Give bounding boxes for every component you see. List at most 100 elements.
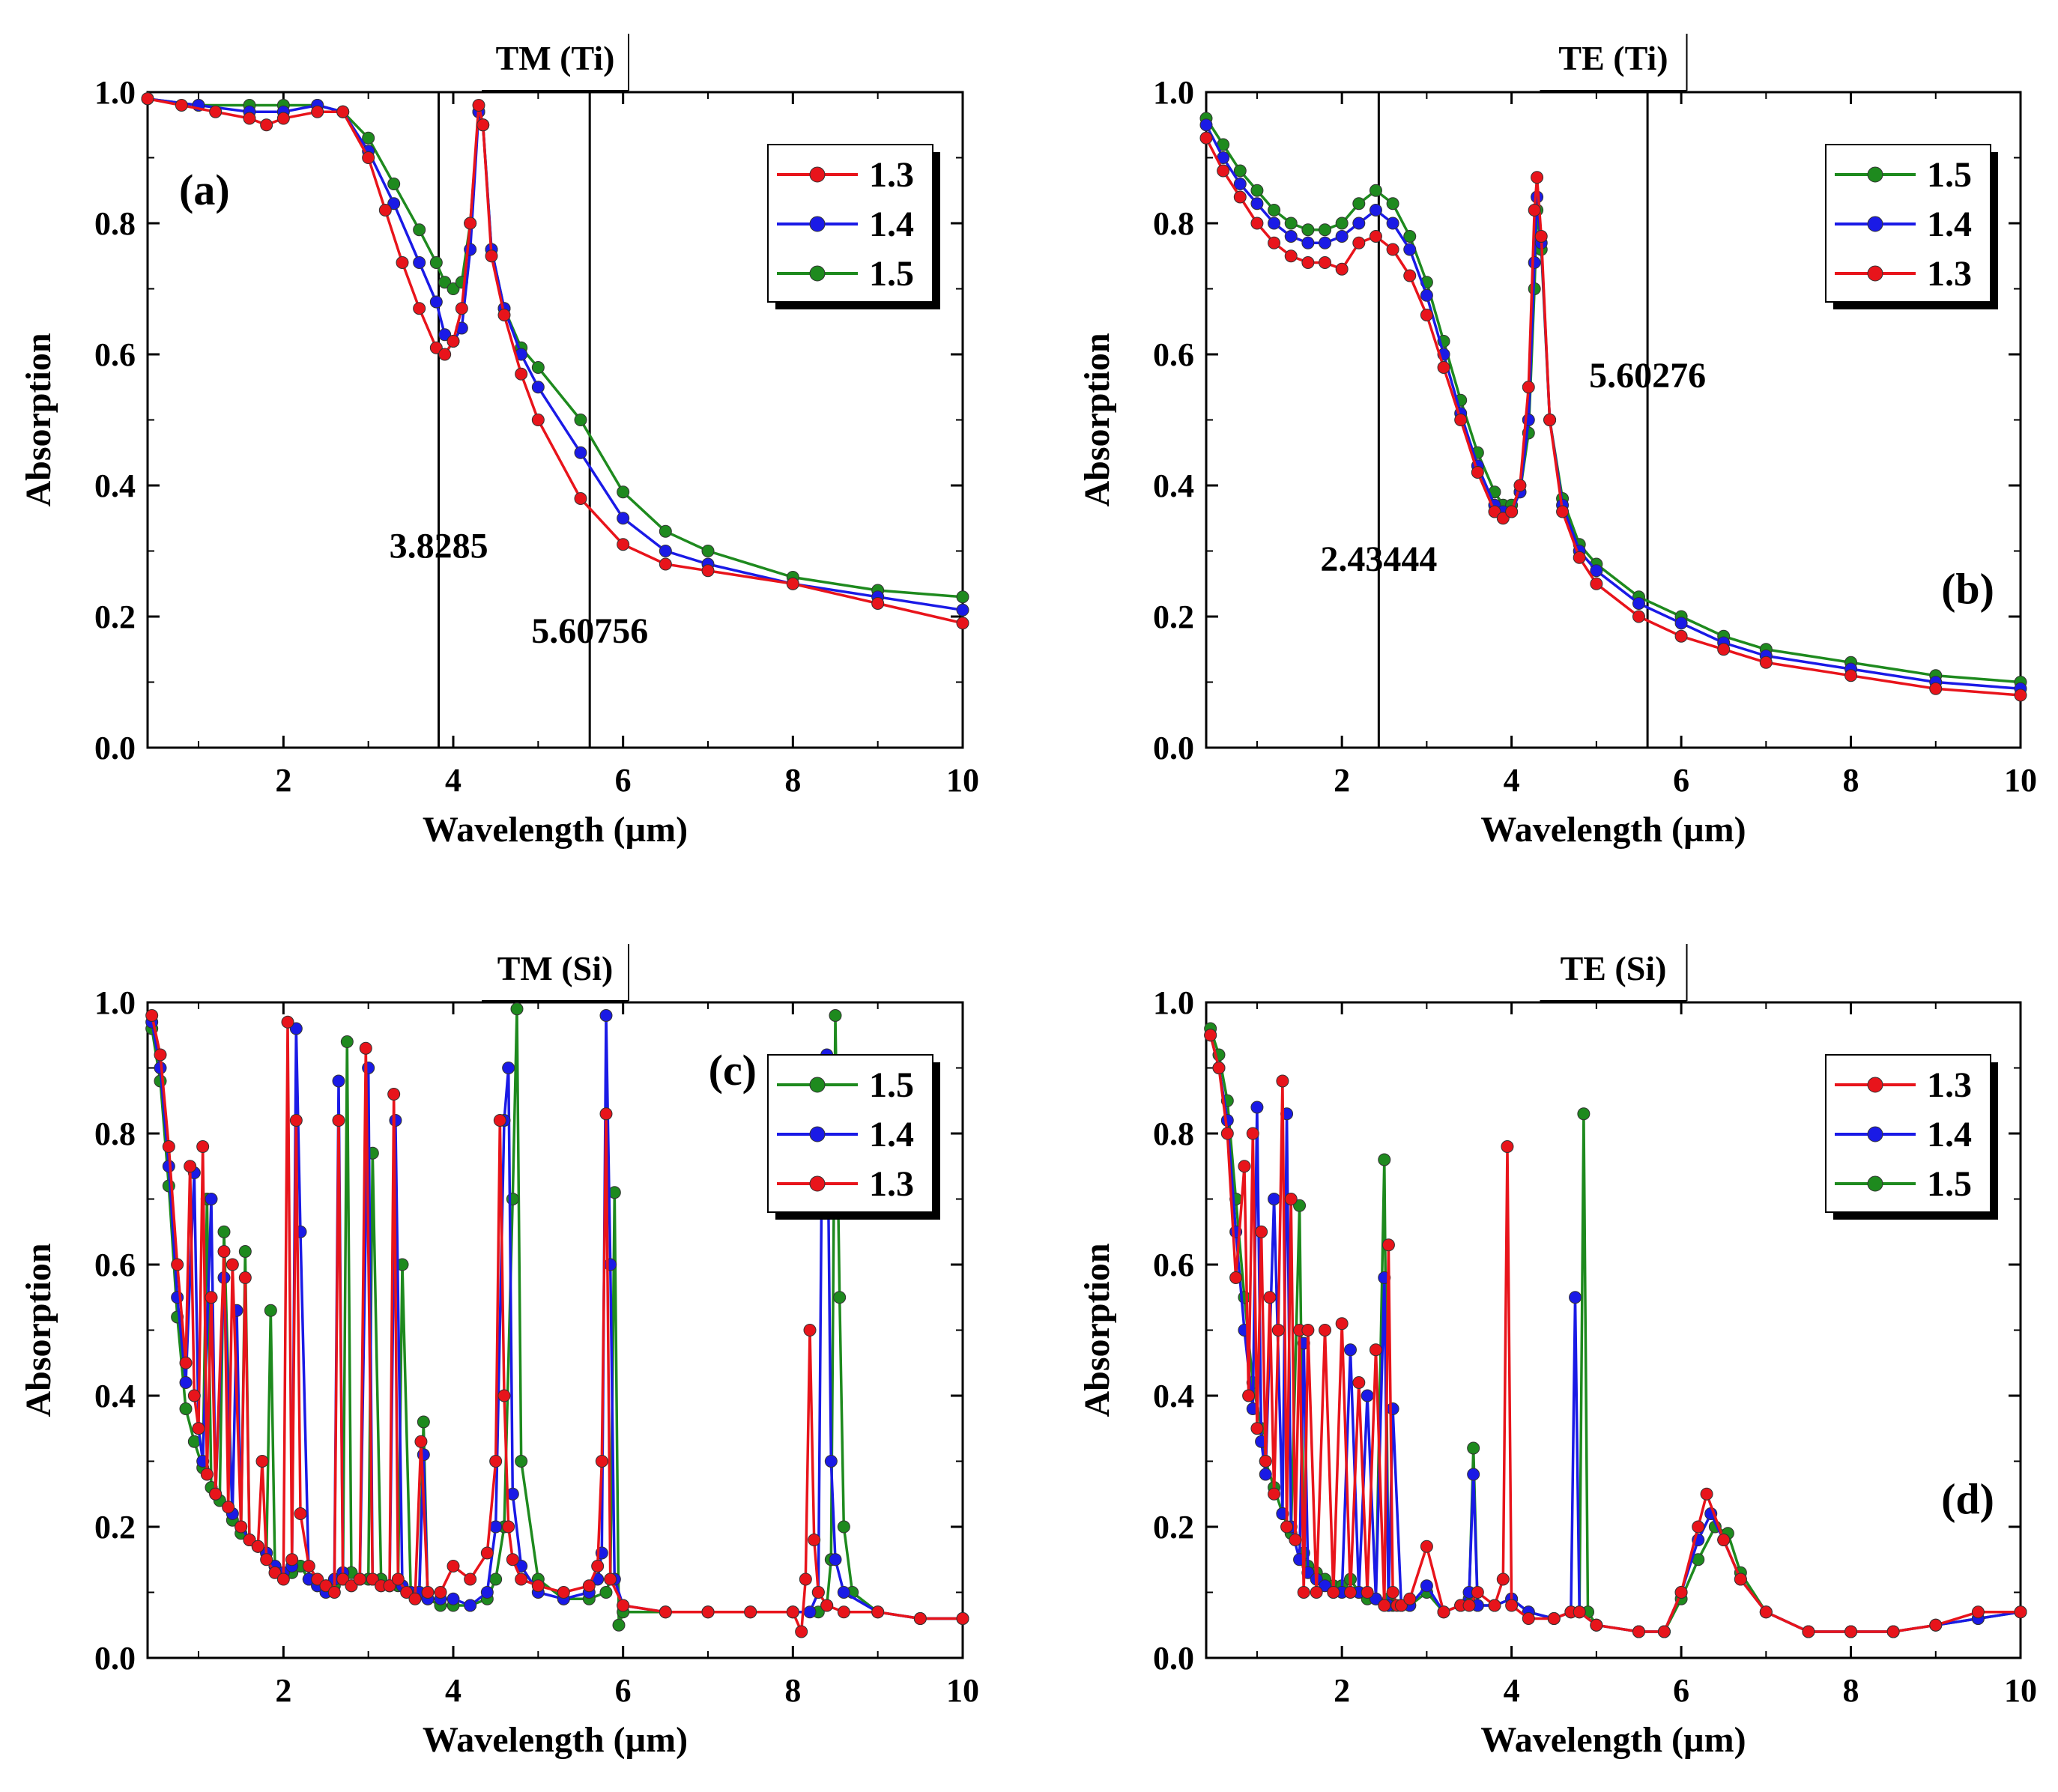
data-point xyxy=(497,1389,511,1402)
data-point xyxy=(1361,1586,1374,1599)
data-point xyxy=(1343,1586,1357,1599)
data-point xyxy=(489,1520,503,1534)
data-point xyxy=(659,524,672,538)
data-point xyxy=(612,1618,626,1632)
data-point xyxy=(1255,1225,1268,1238)
legend-label: 1.5 xyxy=(1927,1164,1972,1204)
data-point xyxy=(833,1291,847,1304)
data-point xyxy=(281,1015,294,1029)
data-point xyxy=(1268,1193,1281,1205)
data-point xyxy=(289,1114,303,1127)
legend-label: 1.5 xyxy=(869,1065,914,1105)
data-point xyxy=(1632,610,1645,623)
y-tick-label: 0.6 xyxy=(94,336,136,373)
x-tick-label: 6 xyxy=(615,762,632,799)
data-point xyxy=(413,256,426,269)
data-point xyxy=(1534,230,1548,243)
data-point xyxy=(1403,230,1417,243)
legend-label: 1.5 xyxy=(869,254,914,294)
panel-title: TM (Si) xyxy=(497,949,614,987)
data-point xyxy=(515,1572,528,1586)
data-point xyxy=(1319,223,1332,237)
data-point xyxy=(871,1605,885,1619)
data-point xyxy=(1217,164,1230,178)
x-axis-title: Wavelength (µm) xyxy=(423,1720,688,1760)
data-point xyxy=(1467,1441,1480,1455)
y-tick-label: 0.6 xyxy=(1153,1247,1194,1283)
data-point xyxy=(574,414,587,426)
data-point xyxy=(251,1540,264,1553)
data-point xyxy=(340,1035,354,1048)
data-point xyxy=(196,1140,210,1153)
data-point xyxy=(595,1455,608,1468)
legend: 1.3 1.4 1.5 xyxy=(1825,1054,1998,1220)
data-point xyxy=(1590,1618,1603,1632)
data-point xyxy=(786,1605,799,1619)
data-point xyxy=(1420,1579,1433,1593)
data-point xyxy=(366,1572,379,1586)
legend-label: 1.4 xyxy=(1927,205,1972,244)
data-point xyxy=(617,485,630,499)
data-point xyxy=(1386,1402,1399,1415)
y-tick-label: 0.4 xyxy=(1153,1378,1194,1414)
data-point xyxy=(1632,1625,1645,1638)
data-point xyxy=(1246,1127,1259,1140)
data-point xyxy=(617,512,630,525)
data-point xyxy=(1319,1324,1332,1337)
data-point xyxy=(1268,217,1281,230)
data-point xyxy=(1462,1599,1476,1612)
data-point xyxy=(1632,597,1645,610)
data-point xyxy=(226,1258,239,1271)
data-point xyxy=(515,1455,528,1468)
y-tick-label: 0.8 xyxy=(94,205,136,242)
data-point xyxy=(480,1546,494,1560)
data-point xyxy=(510,1002,524,1016)
data-point xyxy=(378,204,392,217)
data-point xyxy=(464,217,477,230)
data-point xyxy=(1238,1160,1251,1173)
data-point xyxy=(1242,1389,1256,1402)
y-tick-label: 0.6 xyxy=(94,1247,136,1283)
data-point xyxy=(824,1455,838,1468)
data-point xyxy=(1220,1127,1234,1140)
data-point xyxy=(359,1041,372,1055)
data-point xyxy=(531,414,545,426)
data-point xyxy=(1513,479,1527,492)
data-point xyxy=(1569,1291,1582,1304)
data-point xyxy=(429,256,443,269)
legend-swatch-marker xyxy=(1867,216,1883,232)
data-point xyxy=(1250,1101,1264,1114)
y-tick-label: 0.6 xyxy=(1153,336,1194,373)
data-point xyxy=(447,1592,460,1605)
data-point xyxy=(799,1572,812,1586)
data-point xyxy=(1386,1586,1399,1599)
data-point xyxy=(1674,1586,1688,1599)
data-point xyxy=(1352,1376,1366,1389)
data-point xyxy=(162,1140,175,1153)
data-point xyxy=(1403,243,1417,256)
data-point xyxy=(1522,381,1535,394)
x-tick-label: 2 xyxy=(275,762,291,799)
x-axis-title: Wavelength (µm) xyxy=(1480,1720,1746,1760)
panel-letter: (a) xyxy=(179,166,230,214)
data-point xyxy=(574,492,587,505)
data-point xyxy=(336,105,350,118)
wavelength-marker-label: 2.43444 xyxy=(1320,539,1437,579)
data-point xyxy=(187,1389,201,1402)
data-point xyxy=(260,1553,273,1567)
data-point xyxy=(1528,256,1541,269)
data-point xyxy=(1467,1468,1480,1481)
data-point xyxy=(1501,1140,1514,1153)
data-point xyxy=(383,1579,396,1593)
x-tick-label: 4 xyxy=(445,1672,461,1709)
data-point xyxy=(808,1534,821,1546)
data-point xyxy=(871,597,885,610)
data-point xyxy=(1420,1540,1433,1553)
data-point xyxy=(319,1579,333,1593)
data-point xyxy=(447,1560,460,1572)
data-point xyxy=(145,1009,159,1022)
panel-letter: (d) xyxy=(1941,1475,1994,1524)
data-point xyxy=(1268,1487,1281,1501)
x-tick-label: 4 xyxy=(445,762,461,799)
data-point xyxy=(205,1291,218,1304)
